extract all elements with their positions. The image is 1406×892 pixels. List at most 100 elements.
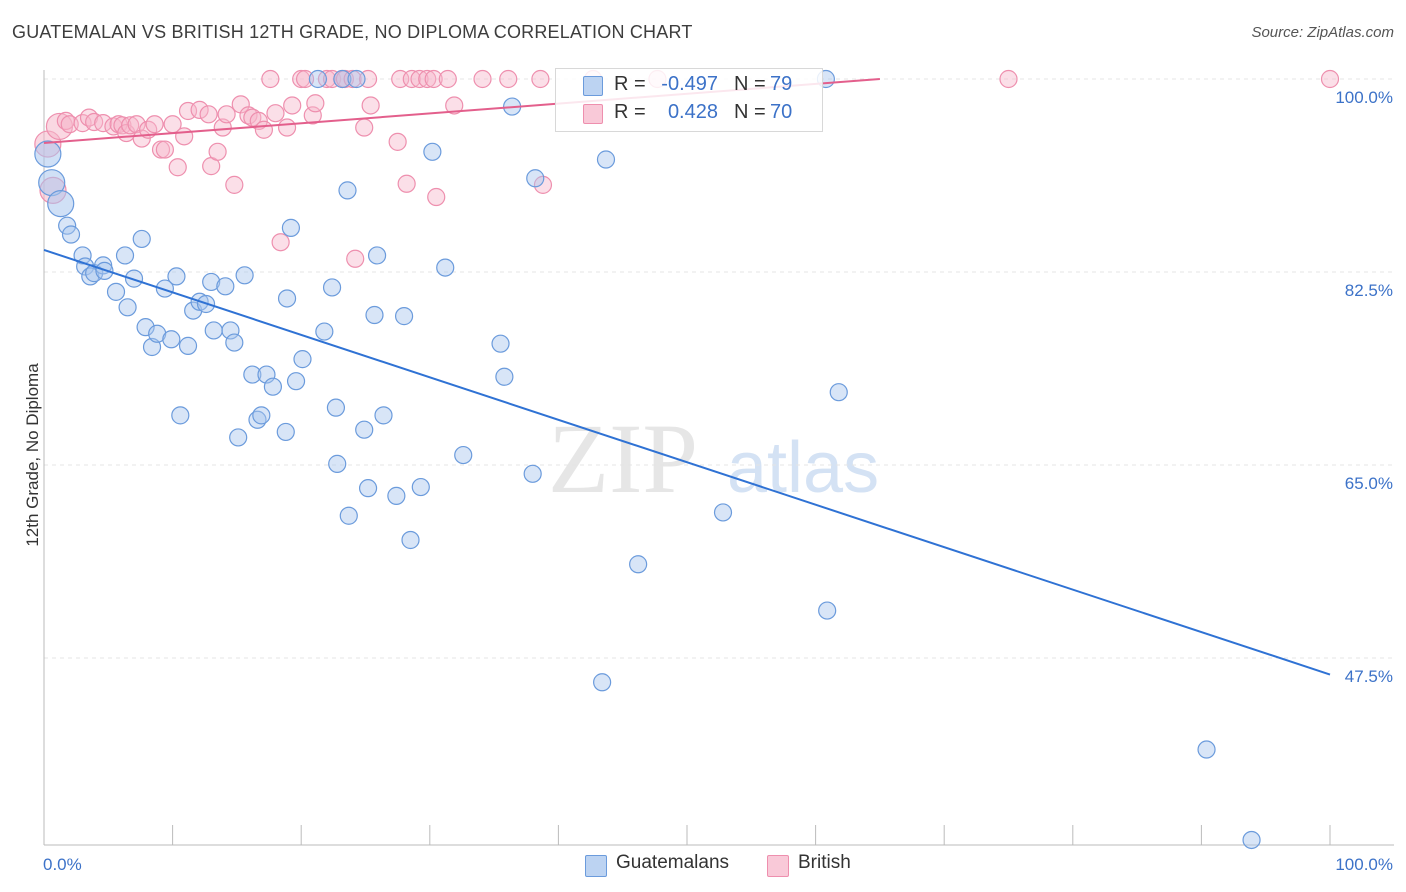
guatemalans-legend-label: Guatemalans bbox=[616, 852, 730, 873]
data-point bbox=[202, 272, 221, 292]
data-point bbox=[235, 266, 254, 285]
chart-title: GUATEMALAN VS BRITISH 12TH GRADE, NO DIP… bbox=[12, 22, 693, 42]
data-point bbox=[73, 246, 92, 265]
data-point bbox=[401, 530, 420, 550]
data-point bbox=[148, 324, 167, 343]
data-point bbox=[499, 69, 518, 89]
data-point bbox=[818, 601, 837, 620]
data-point bbox=[61, 225, 81, 244]
data-point bbox=[713, 503, 733, 522]
data-point bbox=[155, 140, 174, 159]
data-point bbox=[216, 277, 235, 296]
data-point bbox=[58, 216, 77, 235]
data-point bbox=[286, 372, 306, 391]
data-point bbox=[254, 120, 274, 139]
data-point bbox=[283, 96, 302, 115]
data-point bbox=[308, 69, 328, 89]
axes bbox=[43, 70, 1394, 846]
data-point bbox=[436, 258, 455, 277]
data-point bbox=[261, 69, 280, 89]
data-point bbox=[402, 69, 421, 89]
legend-n-label: N = bbox=[734, 101, 766, 123]
data-point bbox=[276, 422, 295, 442]
data-point bbox=[531, 69, 550, 89]
x-tick-labels: 0.0% 100.0% bbox=[43, 855, 1393, 874]
data-point bbox=[523, 464, 542, 483]
data-point bbox=[397, 174, 416, 193]
data-point bbox=[60, 115, 79, 134]
legend-n-value-british: 70 bbox=[770, 101, 793, 123]
data-point bbox=[271, 233, 290, 252]
trend-lines bbox=[43, 78, 1331, 676]
data-point bbox=[629, 555, 648, 574]
y-tick-label: 47.5% bbox=[1345, 667, 1393, 686]
data-point bbox=[243, 365, 262, 384]
data-point bbox=[355, 420, 374, 439]
data-point bbox=[47, 190, 75, 218]
data-point bbox=[1320, 69, 1340, 89]
data-point bbox=[394, 307, 414, 326]
data-point bbox=[217, 105, 236, 124]
legend-n-label: N = bbox=[734, 73, 766, 95]
data-point bbox=[106, 282, 126, 301]
watermark: ZIP atlas bbox=[548, 403, 879, 514]
data-point bbox=[178, 336, 198, 355]
data-point bbox=[155, 279, 174, 298]
data-point bbox=[94, 114, 113, 133]
data-point bbox=[355, 118, 374, 137]
data-point bbox=[293, 350, 312, 369]
legend-r-label: R = bbox=[614, 101, 646, 123]
data-point bbox=[127, 115, 146, 134]
data-point bbox=[162, 330, 181, 349]
data-point bbox=[277, 118, 297, 137]
stats-legend: R = -0.497 N = 79 R = 0.428 N = 70 bbox=[555, 68, 823, 132]
data-point bbox=[225, 175, 244, 194]
guatemalan-points bbox=[34, 69, 1261, 850]
x-tick-label: 100.0% bbox=[1335, 855, 1393, 874]
legend-row-guatemalans: R = -0.497 N = 79 bbox=[556, 73, 822, 99]
data-point bbox=[118, 298, 137, 317]
data-point bbox=[387, 486, 406, 505]
data-point bbox=[277, 289, 297, 308]
data-point bbox=[999, 69, 1018, 89]
data-point bbox=[418, 69, 437, 89]
data-point bbox=[410, 69, 429, 89]
data-point bbox=[168, 158, 187, 177]
data-point bbox=[306, 94, 325, 113]
y-tick-label: 100.0% bbox=[1335, 88, 1393, 107]
data-point bbox=[190, 100, 209, 119]
y-tick-labels: 100.0% 82.5% 65.0% 47.5% bbox=[1335, 88, 1393, 686]
data-point bbox=[295, 69, 315, 89]
data-point bbox=[333, 69, 352, 89]
data-point bbox=[266, 104, 285, 123]
data-point bbox=[136, 318, 155, 337]
data-point bbox=[367, 246, 387, 265]
data-point bbox=[281, 218, 301, 237]
data-point bbox=[145, 115, 164, 134]
data-point bbox=[593, 673, 612, 692]
data-point bbox=[596, 150, 616, 169]
data-point bbox=[829, 383, 848, 402]
data-point bbox=[322, 69, 342, 89]
data-point bbox=[326, 398, 346, 417]
data-point bbox=[445, 96, 464, 115]
data-point bbox=[34, 140, 62, 168]
british-swatch bbox=[583, 104, 603, 124]
data-point bbox=[167, 267, 186, 286]
data-point bbox=[358, 479, 378, 498]
data-point bbox=[208, 142, 227, 161]
data-point bbox=[526, 169, 545, 188]
data-point bbox=[315, 322, 334, 341]
british-points bbox=[34, 69, 1340, 268]
data-point bbox=[249, 111, 268, 131]
data-point bbox=[454, 445, 473, 465]
data-point bbox=[343, 69, 362, 89]
legend-row-british: R = 0.428 N = 70 bbox=[556, 101, 822, 127]
data-point bbox=[328, 454, 347, 473]
data-point bbox=[115, 246, 135, 265]
data-point bbox=[411, 477, 430, 497]
data-point bbox=[121, 116, 140, 135]
data-point bbox=[225, 333, 244, 352]
legend-n-value-guatemalans: 79 bbox=[770, 73, 793, 95]
y-tick-label: 82.5% bbox=[1345, 281, 1393, 300]
